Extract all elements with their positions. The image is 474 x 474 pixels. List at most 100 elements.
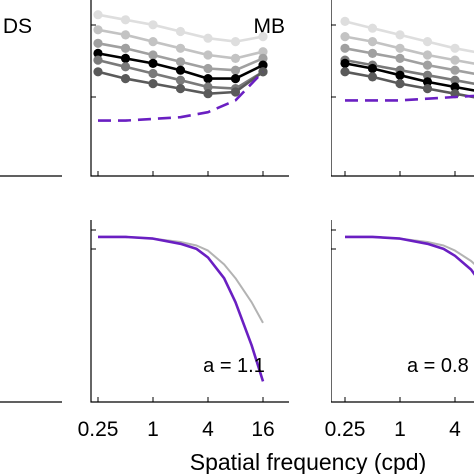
panel-title-ds: DS	[3, 15, 32, 38]
panel-axes	[331, 220, 474, 403]
x-tick-label: 4	[202, 418, 214, 441]
data-point	[367, 37, 378, 47]
data-point	[450, 65, 460, 75]
data-point	[450, 82, 460, 92]
panel-top-middle: MB	[90, 0, 289, 177]
panel-bottom-right: a = 0.8	[331, 220, 474, 403]
panel-bottom-middle: a = 1.1	[90, 220, 289, 403]
data-point	[422, 77, 433, 87]
data-point	[203, 74, 213, 84]
data-point	[230, 87, 241, 97]
data-point	[367, 63, 378, 74]
data-point	[93, 25, 103, 35]
data-point	[422, 50, 433, 60]
data-point	[230, 74, 241, 84]
data-point	[450, 75, 460, 85]
data-point	[340, 31, 350, 42]
data-point	[340, 43, 350, 53]
series-line	[344, 62, 474, 92]
series-line	[98, 70, 264, 122]
data-point	[230, 65, 241, 75]
series-line	[345, 94, 474, 102]
panel-annotation: a = 1.1	[203, 355, 265, 377]
data-point	[148, 58, 158, 68]
data-point	[367, 23, 378, 33]
data-point	[175, 43, 186, 53]
data-point	[120, 43, 131, 53]
data-point	[93, 55, 103, 65]
panel-plot-top-middle	[93, 10, 268, 122]
data-point	[203, 50, 213, 60]
data-point	[93, 48, 103, 59]
series-line	[98, 235, 265, 382]
data-point	[203, 82, 213, 92]
panel-top-right	[331, 0, 474, 177]
data-point	[148, 68, 158, 79]
data-point	[230, 53, 241, 64]
data-point	[340, 67, 350, 77]
data-point	[340, 16, 350, 26]
x-tick-label: 0.25	[78, 418, 119, 441]
data-point	[148, 79, 158, 89]
panel-top-left: DS	[0, 15, 62, 177]
data-point	[203, 89, 213, 99]
panel-bottom-left	[0, 401, 62, 403]
data-point	[340, 58, 350, 68]
panel-plot-bottom-middle	[98, 235, 265, 382]
data-point	[450, 43, 460, 53]
data-point	[175, 26, 186, 37]
data-point	[120, 62, 131, 72]
data-point	[395, 70, 405, 80]
data-point	[230, 37, 241, 47]
x-axis-label: Spatial frequency (cpd)	[190, 449, 427, 474]
x-tick-label: 1	[147, 418, 159, 441]
data-point	[258, 53, 268, 64]
data-point	[395, 79, 405, 89]
panel-plot-top-right	[340, 16, 474, 102]
panel-title-mb: MB	[254, 15, 286, 38]
x-axis-ticks: 0.25 1 4 16 0.25 1 4	[78, 171, 461, 441]
panel-plot-bottom-right	[345, 235, 474, 276]
data-point	[395, 53, 405, 64]
data-point	[93, 38, 103, 48]
series-line	[345, 235, 474, 276]
panel-axes	[331, 0, 474, 177]
data-point	[258, 47, 268, 57]
data-point	[175, 57, 186, 67]
data-point	[422, 84, 433, 94]
x-tick-label: 1	[394, 418, 406, 441]
series-line	[344, 70, 474, 99]
x-tick-label: 0.25	[325, 418, 366, 441]
data-point	[120, 53, 131, 64]
data-point	[450, 55, 460, 65]
data-point	[120, 74, 131, 84]
data-point	[203, 63, 213, 74]
series-line	[344, 35, 474, 65]
panel-annotation: a = 0.8	[407, 355, 469, 377]
x-tick-label: 4	[449, 418, 461, 441]
data-point	[120, 30, 131, 40]
data-point	[422, 37, 433, 47]
data-point	[422, 70, 433, 80]
data-point	[93, 10, 103, 20]
data-point	[148, 50, 158, 60]
data-point	[258, 60, 268, 70]
data-point	[395, 30, 405, 40]
panel-axes	[90, 0, 289, 177]
data-point	[367, 72, 378, 82]
data-point	[148, 37, 158, 47]
data-point	[148, 20, 158, 30]
series-line	[344, 58, 474, 86]
series-line	[344, 20, 474, 54]
data-point	[120, 15, 131, 25]
data-point	[93, 67, 103, 77]
data-point	[395, 43, 405, 53]
data-point	[258, 31, 268, 42]
data-point	[367, 48, 378, 59]
series-line	[344, 47, 474, 75]
data-point	[175, 75, 186, 85]
data-point	[175, 65, 186, 75]
data-point	[175, 84, 186, 94]
x-tick-label: 16	[251, 418, 274, 441]
